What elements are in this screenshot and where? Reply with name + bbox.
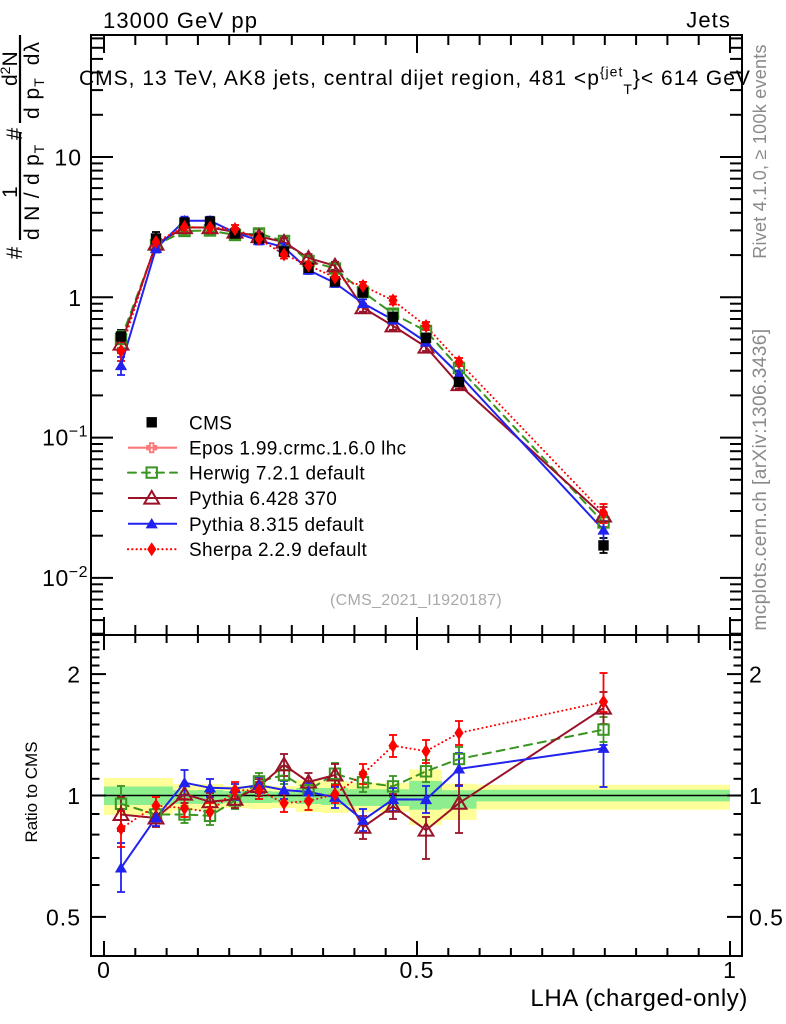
svg-text:10: 10 <box>54 145 82 171</box>
svg-text:mcplots.cern.ch [arXiv:1306.34: mcplots.cern.ch [arXiv:1306.3436] <box>750 328 771 630</box>
svg-text:(CMS_2021_I1920187): (CMS_2021_I1920187) <box>330 592 502 609</box>
svg-text:Ratio to CMS: Ratio to CMS <box>22 741 41 842</box>
svg-text:#: # <box>2 246 27 259</box>
svg-text:Herwig 7.2.1 default: Herwig 7.2.1 default <box>189 464 365 485</box>
svg-text:#: # <box>2 127 27 140</box>
svg-text:0: 0 <box>97 957 111 983</box>
svg-text:Jets: Jets <box>686 8 731 33</box>
svg-text:1: 1 <box>0 186 22 198</box>
svg-text:Epos 1.99.crmc.1.6.0 lhc: Epos 1.99.crmc.1.6.0 lhc <box>189 439 407 460</box>
svg-text:0.5: 0.5 <box>46 904 81 930</box>
svg-text:LHA (charged-only): LHA (charged-only) <box>530 985 748 1012</box>
svg-text:Rivet 4.1.0, ≥ 100k events: Rivet 4.1.0, ≥ 100k events <box>750 44 770 259</box>
svg-text:2: 2 <box>749 662 763 688</box>
svg-text:Sherpa 2.2.9 default: Sherpa 2.2.9 default <box>189 540 368 561</box>
svg-text:1: 1 <box>723 957 737 983</box>
svg-text:Pythia 6.428 370: Pythia 6.428 370 <box>189 489 337 510</box>
svg-text:1: 1 <box>68 285 82 311</box>
svg-text:0.5: 0.5 <box>400 957 435 983</box>
svg-text:1: 1 <box>67 783 81 809</box>
svg-text:0.5: 0.5 <box>749 904 784 930</box>
svg-text:1: 1 <box>749 783 763 809</box>
svg-text:Pythia 8.315 default: Pythia 8.315 default <box>189 515 364 536</box>
svg-text:d2N: d2N <box>0 51 22 86</box>
svg-text:d N / d pT: d N / d pT <box>21 144 47 240</box>
svg-text:13000 GeV pp: 13000 GeV pp <box>103 8 258 33</box>
svg-text:CMS: CMS <box>189 413 232 434</box>
svg-text:2: 2 <box>67 662 81 688</box>
